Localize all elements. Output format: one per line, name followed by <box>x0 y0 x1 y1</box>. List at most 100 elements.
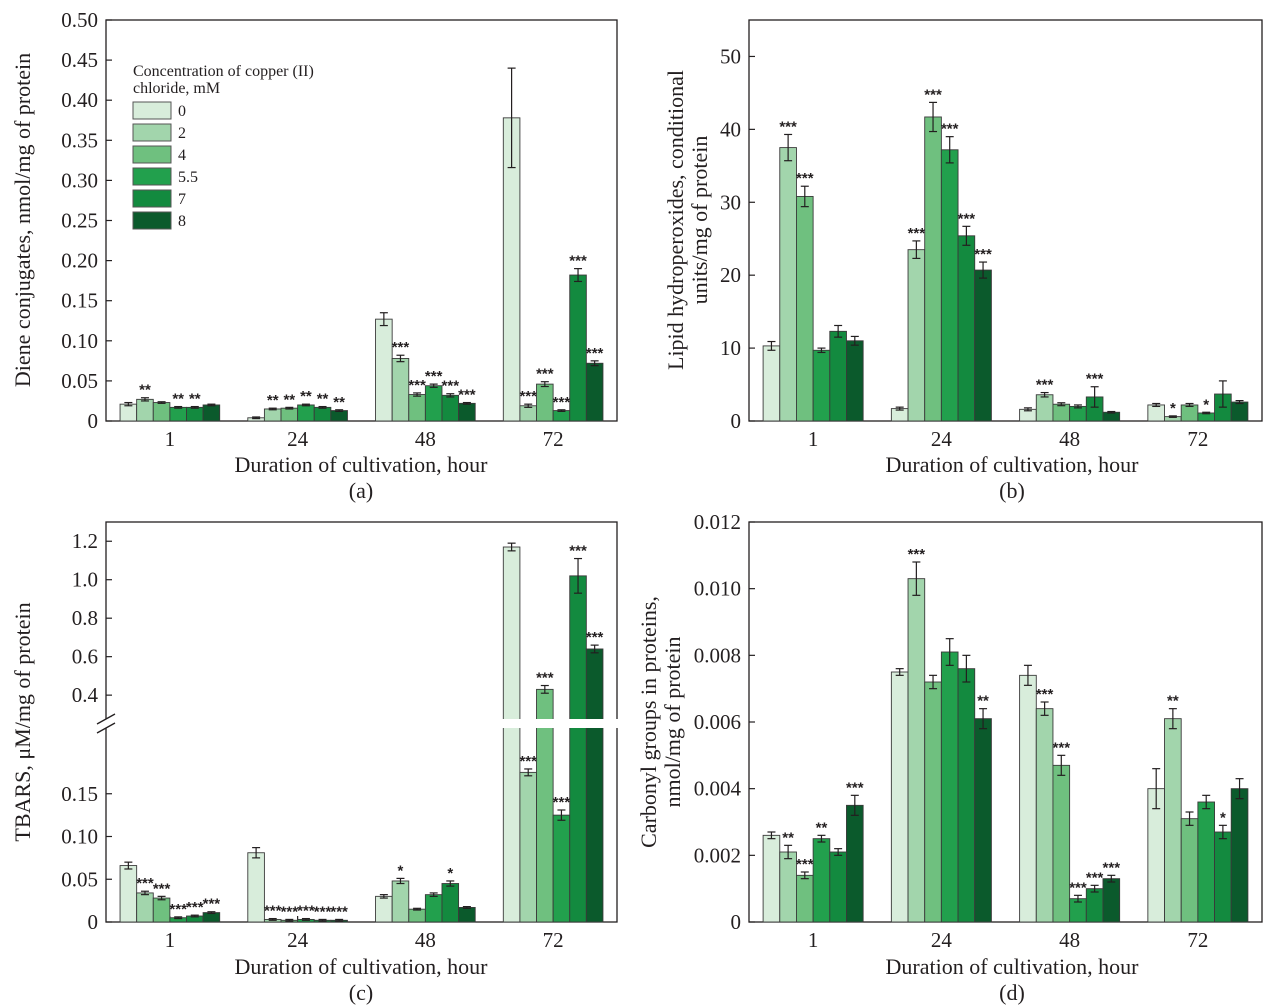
significance-mark: *** <box>1036 686 1054 703</box>
bar <box>1052 403 1071 422</box>
panel-d-xlabel: Duration of cultivation, hour <box>886 954 1140 979</box>
significance-mark: *** <box>974 246 992 263</box>
bar <box>458 402 476 422</box>
y-tick-label: 40 <box>720 117 741 141</box>
axis-break-mark <box>96 713 116 725</box>
bar <box>1052 764 1071 923</box>
panel-d-ylabel-line1: Carbonyl groups in proteins, <box>636 596 661 848</box>
bar <box>796 874 814 923</box>
panel-c-xlabel: Duration of cultivation, hour <box>235 954 489 979</box>
bar <box>924 681 942 923</box>
significance-mark: ** <box>267 392 279 409</box>
x-tick-label: 24 <box>287 427 309 451</box>
axis-break-gap <box>105 719 618 728</box>
y-tick-label: 20 <box>720 263 741 287</box>
bar <box>152 402 171 422</box>
bar <box>330 410 348 422</box>
bar <box>1147 404 1165 422</box>
bar <box>585 362 604 422</box>
significance-mark: *** <box>136 875 154 892</box>
y-tick-label: 0.05 <box>61 867 98 891</box>
significance-mark: *** <box>392 339 410 356</box>
panel-b-ylabel-line1: Lipid hydroperoxides, conditional <box>663 70 688 370</box>
panel-d-ylabel-line2: nmol/mg of protein <box>660 636 685 807</box>
legend-title-line2: chloride, mM <box>133 80 220 97</box>
bar <box>458 907 476 923</box>
bar <box>890 671 909 923</box>
significance-mark: *** <box>281 903 299 920</box>
significance-mark: *** <box>958 210 976 227</box>
significance-mark: ** <box>977 693 989 710</box>
y-tick-label: 0.012 <box>694 510 741 534</box>
bar <box>1085 888 1104 923</box>
significance-mark: ** <box>317 391 329 408</box>
bar <box>796 195 814 422</box>
y-tick-label: 0.15 <box>61 289 98 313</box>
bar <box>1102 878 1121 923</box>
x-tick-label: 24 <box>931 427 953 451</box>
panel-a-label: (a) <box>349 478 373 503</box>
significance-mark: *** <box>569 543 587 560</box>
significance-mark: *** <box>458 387 476 404</box>
panel-c-ylabel: TBARS, μM/mg of protein <box>10 602 35 841</box>
bar <box>424 894 443 923</box>
significance-mark: ** <box>300 388 312 405</box>
legend-entry-2: 2 <box>132 123 186 142</box>
y-tick-label: 0.004 <box>694 777 742 801</box>
significance-mark: ** <box>816 819 828 836</box>
x-tick-label: 24 <box>287 928 309 952</box>
legend-swatch-5-5 <box>132 167 172 186</box>
bar <box>552 814 571 923</box>
significance-mark: * <box>1220 809 1226 826</box>
panel-d-label: (d) <box>999 980 1025 1005</box>
significance-mark: * <box>1203 396 1209 413</box>
y-tick-label: 10 <box>720 336 741 360</box>
bar <box>136 892 154 923</box>
bar <box>1164 718 1182 923</box>
legend-label-4: 4 <box>178 147 186 164</box>
significance-mark: ** <box>283 391 295 408</box>
significance-mark: *** <box>264 903 282 920</box>
significance-mark: *** <box>908 546 926 563</box>
x-tick-label: 48 <box>1059 427 1080 451</box>
axis-break-mark <box>96 722 116 734</box>
significance-mark: *** <box>553 394 571 411</box>
bar <box>1069 405 1087 422</box>
x-tick-label: 72 <box>543 427 564 451</box>
significance-mark: *** <box>1086 371 1104 388</box>
y-tick-label: 0 <box>88 409 99 433</box>
bar <box>762 345 781 422</box>
bar <box>812 838 831 923</box>
bar <box>119 865 138 923</box>
legend-label-0: 0 <box>178 103 186 120</box>
x-tick-label: 1 <box>165 928 176 952</box>
significance-mark: *** <box>169 901 187 918</box>
bar <box>391 880 410 923</box>
y-tick-label: 0.50 <box>61 8 98 32</box>
significance-mark: *** <box>586 345 604 362</box>
bar <box>1180 818 1199 923</box>
bar <box>136 398 154 422</box>
significance-mark: *** <box>519 753 537 770</box>
y-tick-label: 0.4 <box>72 683 99 707</box>
x-tick-label: 1 <box>808 928 819 952</box>
x-tick-label: 72 <box>1187 928 1208 952</box>
bar <box>202 404 221 422</box>
x-tick-label: 72 <box>543 928 564 952</box>
bar <box>1214 831 1232 923</box>
y-tick-label: 0 <box>731 910 742 934</box>
x-tick-label: 48 <box>415 427 436 451</box>
bar <box>779 851 797 923</box>
x-tick-label: 1 <box>165 427 176 451</box>
bar <box>974 269 992 422</box>
panel-a-legend: Concentration of copper (II) chloride, m… <box>132 63 314 230</box>
bar <box>119 403 138 422</box>
bar <box>152 897 171 923</box>
legend-swatch-4 <box>132 145 172 164</box>
bar <box>924 116 942 422</box>
x-tick-label: 72 <box>1187 427 1208 451</box>
significance-mark: *** <box>846 779 864 796</box>
bar <box>408 394 426 422</box>
significance-mark: * <box>447 865 453 882</box>
bar <box>519 771 537 923</box>
